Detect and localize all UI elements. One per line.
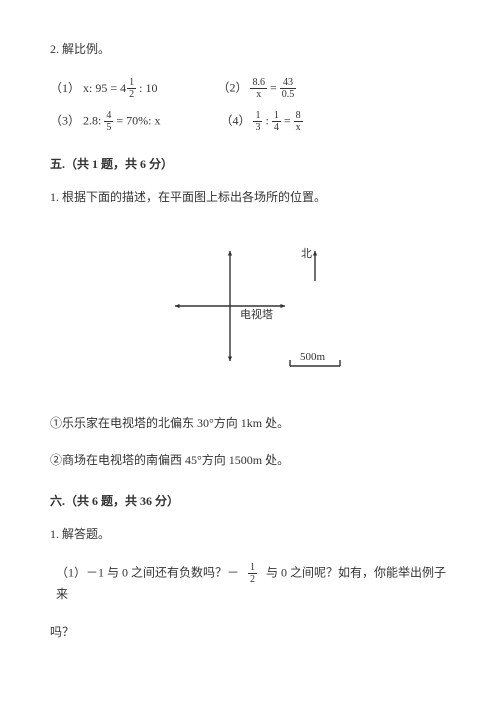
eq3-label: （3） bbox=[50, 113, 80, 127]
eq3-f-den: 5 bbox=[104, 122, 113, 133]
svg-text:500m: 500m bbox=[300, 351, 326, 363]
sec5-item1: ①乐乐家在电视塔的北偏东 30°方向 1km 处。 bbox=[50, 414, 450, 433]
eq1-text-b: : 10 bbox=[139, 81, 157, 95]
eq4-frac1: 1 3 bbox=[253, 110, 262, 133]
sec6-sub1-num: 1 bbox=[248, 562, 257, 574]
svg-text:北: 北 bbox=[301, 247, 312, 260]
section-6-header: 六.（共 6 题，共 36 分） bbox=[50, 492, 450, 511]
eq2-eq: = bbox=[270, 80, 280, 94]
sec6-sub1-a: （1）－1 与 0 之间还有负数吗？－ bbox=[56, 566, 239, 580]
eq1-mixed: 4 1 2 bbox=[120, 77, 136, 100]
eq4-label: （4） bbox=[220, 113, 250, 127]
eq4-f1-num: 1 bbox=[253, 110, 262, 122]
eq4-f3-num: 8 bbox=[294, 110, 303, 122]
equation-2: （2） 8.6 x = 43 0.5 bbox=[217, 77, 296, 100]
equation-1: （1） x: 95 = 4 1 2 : 10 bbox=[50, 77, 157, 100]
sec5-q1: 1. 根据下面的描述，在平面图上标出各场所的位置。 bbox=[50, 188, 450, 207]
section-5-header: 五.（共 1 题，共 6 分） bbox=[50, 155, 450, 174]
eq3-f-num: 4 bbox=[104, 110, 113, 122]
eq4-eq: = bbox=[284, 113, 294, 127]
equation-4: （4） 1 3 : 1 4 = 8 x bbox=[220, 110, 302, 133]
eq1-mixed-whole: 4 bbox=[120, 79, 126, 98]
eq3-text-a: 2.8: bbox=[83, 113, 104, 127]
equation-row-2: （3） 2.8: 4 5 = 70%: x （4） 1 3 : 1 4 = 8 … bbox=[50, 110, 450, 133]
eq3-text-b: = 70%: x bbox=[116, 113, 160, 127]
eq1-label: （1） bbox=[50, 81, 80, 95]
sec6-sub1-frac: 1 2 bbox=[248, 562, 257, 585]
compass-diagram: 电视塔 北 500m bbox=[140, 226, 360, 396]
svg-text:电视塔: 电视塔 bbox=[240, 307, 273, 321]
sec6-sub1-den: 2 bbox=[248, 574, 257, 585]
eq2-frac2: 43 0.5 bbox=[280, 77, 297, 100]
eq4-frac3: 8 x bbox=[294, 110, 303, 133]
equation-row-1: （1） x: 95 = 4 1 2 : 10 （2） 8.6 x = 43 0.… bbox=[50, 77, 450, 100]
eq4-f2-num: 1 bbox=[272, 110, 281, 122]
eq2-f2-num: 43 bbox=[280, 77, 297, 89]
sec6-q1: 1. 解答题。 bbox=[50, 525, 450, 544]
equation-3: （3） 2.8: 4 5 = 70%: x bbox=[50, 110, 160, 133]
eq1-mixed-num: 1 bbox=[127, 77, 136, 89]
eq2-frac1: 8.6 x bbox=[250, 77, 267, 100]
eq2-f1-num: 8.6 bbox=[250, 77, 267, 89]
eq4-f2-den: 4 bbox=[272, 122, 281, 133]
eq1-mixed-den: 2 bbox=[127, 89, 136, 100]
eq4-frac2: 1 4 bbox=[272, 110, 281, 133]
sec5-item2: ②商场在电视塔的南偏西 45°方向 1500m 处。 bbox=[50, 451, 450, 470]
sec6-sub1-line1: （1）－1 与 0 之间还有负数吗？－ 1 2 与 0 之间呢？如有，你能举出例… bbox=[56, 562, 450, 604]
eq2-label: （2） bbox=[217, 80, 247, 94]
diagram-container: 电视塔 北 500m bbox=[50, 226, 450, 396]
eq3-frac: 4 5 bbox=[104, 110, 113, 133]
eq4-f1-den: 3 bbox=[253, 122, 262, 133]
sec6-sub1-line2: 吗？ bbox=[50, 623, 450, 642]
q2-title: 2. 解比例。 bbox=[50, 40, 450, 59]
eq1-mixed-frac: 1 2 bbox=[127, 77, 136, 100]
eq2-f1-den: x bbox=[250, 89, 267, 100]
eq1-text-a: x: 95 = bbox=[83, 81, 120, 95]
eq2-f2-den: 0.5 bbox=[280, 89, 297, 100]
eq4-f3-den: x bbox=[294, 122, 303, 133]
